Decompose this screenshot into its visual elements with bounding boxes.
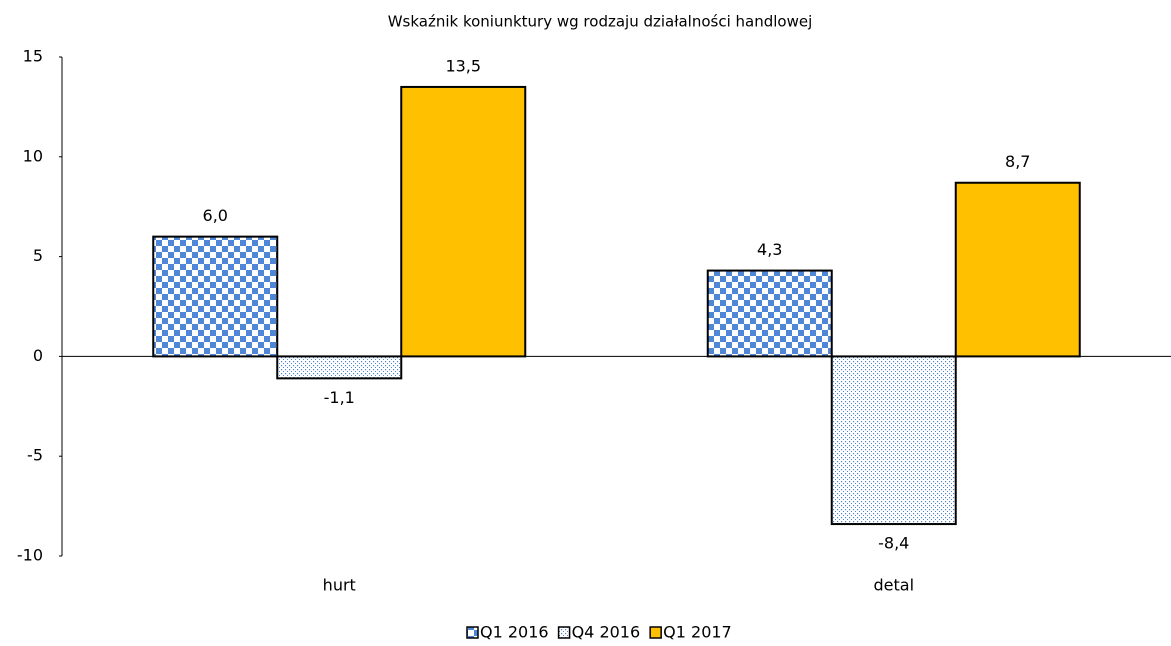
y-tick-label: 15 [23, 47, 43, 66]
value-label: 4,3 [757, 240, 782, 259]
value-label: 8,7 [1005, 152, 1030, 171]
x-tick-label: hurt [323, 576, 356, 595]
legend-swatch [466, 626, 479, 639]
bar [152, 235, 279, 358]
bar [954, 181, 1081, 358]
legend-label: Q4 2016 [572, 623, 641, 642]
y-tick-label: 0 [33, 346, 43, 365]
y-tick-label: 10 [23, 146, 43, 165]
value-label: 6,0 [203, 206, 228, 225]
bar [830, 355, 957, 526]
bar [706, 269, 833, 358]
legend-swatch [557, 626, 571, 639]
value-label: -8,4 [878, 534, 909, 553]
chart-title: Wskaźnik koniunktury wg rodzaju działaln… [388, 13, 813, 31]
value-label: -1,1 [324, 388, 355, 407]
y-tick-label: 5 [33, 246, 43, 265]
legend-swatch [649, 626, 662, 639]
bar [276, 355, 403, 380]
value-label: 13,5 [445, 56, 481, 75]
bar [400, 85, 527, 358]
x-tick-label: detal [873, 576, 914, 595]
legend-label: Q1 2016 [480, 623, 549, 642]
y-tick-label: -5 [27, 446, 43, 465]
y-tick-label: -10 [17, 546, 43, 565]
legend-label: Q1 2017 [663, 623, 732, 642]
